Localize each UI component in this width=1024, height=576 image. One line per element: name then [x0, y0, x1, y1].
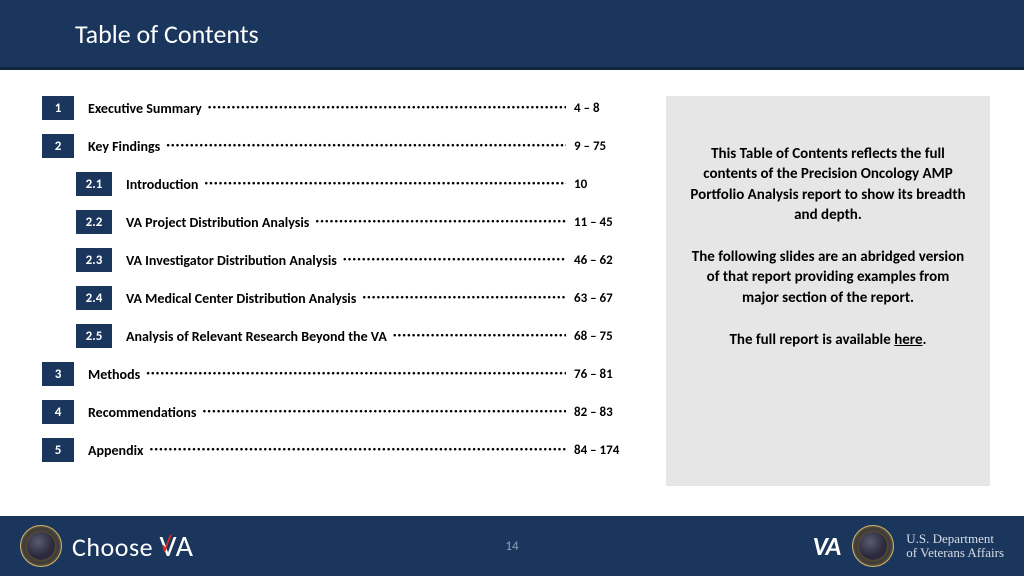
table-of-contents: 1Executive Summary 4 – 8 2Key Findings 9 – …	[0, 70, 650, 508]
section-label: VA Investigator Distribution Analysis	[112, 252, 343, 269]
dot-leader	[208, 98, 566, 115]
page-range: 9 – 75	[566, 139, 630, 154]
full-report-link[interactable]: here	[894, 331, 922, 349]
section-number-box: 2	[42, 134, 74, 158]
page-range: 46 – 62	[566, 253, 630, 268]
dept-line-1: U.S. Department	[906, 532, 1004, 546]
section-label: VA Project Distribution Analysis	[112, 214, 315, 231]
toc-row: 2Key Findings 9 – 75	[42, 134, 630, 158]
toc-row: 1Executive Summary 4 – 8	[42, 96, 630, 120]
toc-row: 4Recommendations 82 – 83	[42, 400, 630, 424]
sidebar-p3-prefix: The full report is available	[729, 331, 894, 349]
choose-a: A	[176, 528, 194, 565]
va-mark: VA	[812, 530, 840, 562]
section-number-box: 5	[42, 438, 74, 462]
choose-v: ✓V	[159, 528, 175, 565]
toc-row: 2.4VA Medical Center Distribution Analys…	[76, 286, 630, 310]
section-number-box: 3	[42, 362, 74, 386]
choose-text: Choose	[72, 531, 159, 563]
section-number-box: 2.4	[76, 286, 112, 310]
section-label: Key Findings	[74, 138, 166, 155]
sidebar-paragraph-3: The full report is available here.	[688, 330, 968, 350]
checkmark-icon: ✓	[159, 524, 178, 563]
page-range: 11 – 45	[566, 215, 630, 230]
section-label: Introduction	[112, 176, 204, 193]
footer-left: Choose ✓VA	[20, 525, 193, 567]
sidebar-paragraph-2: The following slides are an abridged ver…	[688, 247, 968, 308]
dot-leader	[146, 364, 566, 381]
slide-header: Table of Contents	[0, 0, 1024, 70]
choose-va-logo: Choose ✓VA	[72, 528, 193, 565]
section-number-box: 2.3	[76, 248, 112, 272]
toc-row: 2.5Analysis of Relevant Research Beyond …	[76, 324, 630, 348]
page-range: 63 – 67	[566, 291, 630, 306]
section-number-box: 2.5	[76, 324, 112, 348]
section-number-box: 1	[42, 96, 74, 120]
sidebar-p3-suffix: .	[923, 331, 927, 349]
section-number-box: 4	[42, 400, 74, 424]
toc-row: 5Appendix 84 – 174	[42, 438, 630, 462]
section-label: Recommendations	[74, 404, 203, 421]
va-seal-icon	[20, 525, 62, 567]
dept-line-2: of Veterans Affairs	[906, 546, 1004, 560]
section-number-box: 2.1	[76, 172, 112, 196]
section-number-box: 2.2	[76, 210, 112, 234]
toc-row: 2.2VA Project Distribution Analysis 11 – …	[76, 210, 630, 234]
sidebar-paragraph-1: This Table of Contents reflects the full…	[688, 144, 968, 225]
toc-row: 3Methods 76 – 81	[42, 362, 630, 386]
page-range: 82 – 83	[566, 405, 630, 420]
page-range: 84 – 174	[566, 443, 630, 458]
dot-leader	[203, 402, 567, 419]
page-title: Table of Contents	[75, 18, 259, 50]
section-label: Analysis of Relevant Research Beyond the…	[112, 328, 393, 345]
dot-leader	[343, 250, 566, 267]
info-sidebar: This Table of Contents reflects the full…	[666, 96, 990, 486]
page-number: 14	[505, 539, 518, 554]
page-range: 76 – 81	[566, 367, 630, 382]
dot-leader	[315, 212, 566, 229]
dot-leader	[166, 136, 566, 153]
page-range: 68 – 75	[566, 329, 630, 344]
dot-leader	[362, 288, 566, 305]
dot-leader	[149, 440, 566, 457]
page-range: 10	[566, 177, 630, 192]
page-range: 4 – 8	[566, 101, 630, 116]
section-label: VA Medical Center Distribution Analysis	[112, 290, 362, 307]
section-label: Methods	[74, 366, 146, 383]
va-seal-icon-right	[852, 525, 894, 567]
dot-leader	[393, 326, 566, 343]
main-content: 1Executive Summary 4 – 8 2Key Findings 9 – …	[0, 70, 1024, 508]
section-label: Executive Summary	[74, 100, 208, 117]
slide-footer: Choose ✓VA 14 VA U.S. Department of Vete…	[0, 516, 1024, 576]
dot-leader	[204, 174, 566, 191]
footer-right: VA U.S. Department of Veterans Affairs	[812, 525, 1004, 567]
toc-row: 2.1Introduction 10	[76, 172, 630, 196]
section-label: Appendix	[74, 442, 149, 459]
dept-name: U.S. Department of Veterans Affairs	[906, 532, 1004, 561]
toc-row: 2.3VA Investigator Distribution Analysis…	[76, 248, 630, 272]
